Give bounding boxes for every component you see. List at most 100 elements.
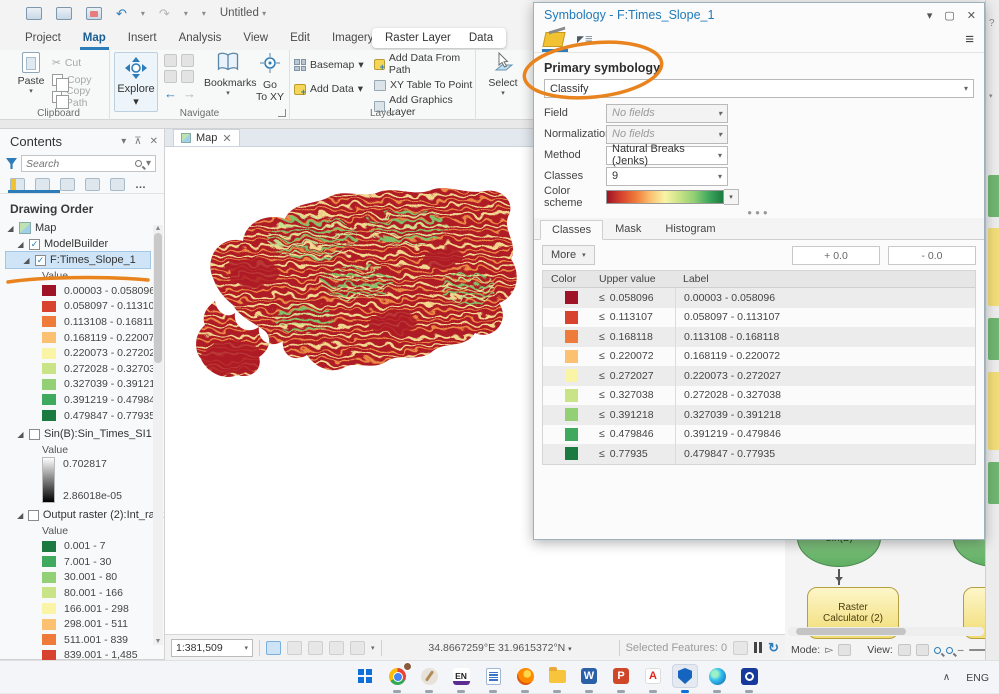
class-label[interactable]: 0.272028 - 0.327038 bbox=[675, 385, 975, 405]
filter-icon[interactable] bbox=[6, 158, 17, 169]
ribbon-tab[interactable]: Imagery bbox=[331, 32, 374, 44]
chrome-icon[interactable] bbox=[384, 662, 412, 688]
class-label[interactable]: 0.327039 - 0.391218 bbox=[675, 405, 975, 425]
upper-value-column-header[interactable]: Upper value bbox=[599, 273, 656, 285]
class-label[interactable]: 0.00003 - 0.058096 bbox=[675, 288, 975, 308]
zoom-out-icon[interactable] bbox=[945, 646, 953, 654]
ribbon-tab[interactable]: Insert bbox=[127, 32, 157, 44]
cut-button[interactable]: ✂ Cut bbox=[52, 56, 82, 69]
class-color-swatch[interactable] bbox=[564, 369, 578, 383]
class-row[interactable]: ≤0.168118 0.113108 - 0.168118 bbox=[543, 327, 975, 347]
search-icon[interactable] bbox=[134, 160, 142, 167]
class-color-swatch[interactable] bbox=[564, 330, 578, 344]
undo-button[interactable]: ↶ bbox=[116, 5, 127, 21]
data-source-view-icon[interactable] bbox=[35, 178, 50, 191]
add-graphics-layer-button[interactable]: Add Graphics Layer bbox=[374, 94, 474, 118]
field-select[interactable]: No fields ▾ bbox=[606, 103, 728, 123]
scrollbar-thumb[interactable] bbox=[154, 233, 162, 363]
contents-menu-chevron-icon[interactable]: ▾ bbox=[121, 135, 127, 147]
class-row[interactable]: ≤0.058096 0.00003 - 0.058096 bbox=[543, 288, 975, 308]
class-upper-value[interactable]: 0.220072 bbox=[609, 350, 654, 363]
class-row[interactable]: ≤0.327038 0.272028 - 0.327038 bbox=[543, 385, 975, 405]
layer-node-map[interactable]: ◢ Map bbox=[7, 222, 57, 234]
open-project-icon[interactable] bbox=[56, 6, 72, 20]
class-color-swatch[interactable] bbox=[564, 388, 578, 402]
class-color-swatch[interactable] bbox=[564, 291, 578, 305]
class-row[interactable]: ≤0.113107 0.058097 - 0.113107 bbox=[543, 307, 975, 327]
class-row[interactable]: ≤0.479846 0.391219 - 0.479846 bbox=[543, 424, 975, 444]
project-title[interactable]: Untitled ▾ bbox=[219, 7, 267, 19]
symbology-tab[interactable]: Mask bbox=[615, 223, 642, 235]
status-tools-chevron-icon[interactable]: ▾ bbox=[371, 644, 375, 652]
powerpoint-icon[interactable]: P bbox=[608, 664, 634, 688]
zoom-slider-minus[interactable]: – bbox=[957, 644, 964, 656]
class-label[interactable]: 0.220073 - 0.272027 bbox=[675, 366, 975, 386]
layer-node-sin[interactable]: ◢ Sin(B):Sin_Times_SI1 bbox=[17, 428, 152, 441]
redo-button[interactable]: ↷ bbox=[158, 5, 170, 21]
taskbar-overflow-chevron-icon[interactable]: ∧ bbox=[942, 672, 951, 683]
fixed-zoom-in-icon[interactable] bbox=[164, 70, 177, 83]
panel-splitter[interactable]: ●●● bbox=[747, 208, 771, 217]
class-row[interactable]: ≤0.77935 0.479847 - 0.77935 bbox=[543, 444, 975, 464]
back-extent-icon[interactable]: ← bbox=[164, 86, 177, 101]
drawing-order-view-icon[interactable] bbox=[10, 178, 25, 191]
class-label[interactable]: 0.113108 - 0.168118 bbox=[675, 327, 975, 347]
ribbon-tab[interactable]: Project bbox=[25, 32, 61, 44]
fixed-zoom-out-icon[interactable] bbox=[181, 70, 194, 83]
basemap-button[interactable]: Basemap ▾ bbox=[294, 56, 372, 74]
modelbuilder-hscrollbar[interactable] bbox=[788, 627, 984, 636]
contents-scrollbar[interactable]: ▲ ▼ bbox=[153, 225, 163, 645]
scale-select[interactable]: 1:381,509 ▾ bbox=[171, 638, 253, 657]
class-label[interactable]: 0.391219 - 0.479846 bbox=[675, 424, 975, 444]
full-extent-icon[interactable] bbox=[164, 54, 177, 67]
increase-values-button[interactable]: + 0.0 bbox=[792, 245, 880, 265]
slope-layer-checkbox[interactable]: ✓ bbox=[35, 254, 46, 266]
class-row[interactable]: ≤0.220072 0.168119 - 0.220072 bbox=[543, 346, 975, 366]
class-upper-value[interactable]: 0.272027 bbox=[609, 369, 654, 382]
class-label[interactable]: 0.168119 - 0.220072 bbox=[675, 346, 975, 366]
method-select[interactable]: Natural Breaks (Jenks) ▾ bbox=[606, 143, 728, 167]
map-canvas[interactable] bbox=[165, 147, 785, 634]
normalization-select[interactable]: No fields ▾ bbox=[606, 124, 728, 144]
symbology-tab[interactable]: Histogram bbox=[665, 223, 716, 235]
grid-toggle-icon[interactable] bbox=[287, 640, 302, 655]
zoom-in-icon[interactable] bbox=[933, 646, 941, 654]
layer-node-slope[interactable]: ◢ ✓ F:Times_Slope_1 bbox=[5, 251, 151, 269]
panel-collapse-chevron-icon[interactable]: ▾ bbox=[926, 9, 933, 22]
navigate-dialog-launcher-icon[interactable] bbox=[278, 109, 286, 117]
vary-symbology-tab-icon[interactable] bbox=[577, 31, 594, 47]
arcgis-pro-icon[interactable] bbox=[672, 664, 698, 688]
class-label[interactable]: 0.058097 - 0.113107 bbox=[675, 307, 975, 327]
modelbuilder-hscroll-thumb[interactable] bbox=[796, 628, 906, 635]
decrease-values-button[interactable]: - 0.0 bbox=[888, 245, 976, 265]
panel-close-icon[interactable]: ✕ bbox=[966, 9, 976, 22]
class-upper-value[interactable]: 0.168118 bbox=[609, 330, 653, 343]
more-views-icon[interactable]: … bbox=[135, 178, 146, 191]
ribbon-tab[interactable]: Edit bbox=[290, 32, 310, 44]
class-upper-value[interactable]: 0.327038 bbox=[609, 389, 654, 402]
customize-qat-icon[interactable]: ▾ bbox=[201, 8, 206, 18]
class-upper-value[interactable]: 0.77935 bbox=[609, 447, 648, 460]
copy-button[interactable]: Copy bbox=[52, 71, 109, 92]
copy-path-button[interactable]: Copy Path bbox=[52, 85, 109, 109]
class-color-swatch[interactable] bbox=[564, 447, 578, 461]
editing-view-icon[interactable] bbox=[85, 178, 100, 191]
north-arrow-icon[interactable] bbox=[350, 640, 365, 655]
xy-table-to-point-button[interactable]: XY Table To Point bbox=[374, 76, 474, 94]
pin-icon[interactable]: ⊼ bbox=[134, 135, 142, 147]
symbology-tab[interactable]: Classes bbox=[540, 220, 604, 240]
class-color-swatch[interactable] bbox=[564, 349, 578, 363]
language-indicator[interactable]: ENG bbox=[966, 671, 989, 684]
class-color-swatch[interactable] bbox=[564, 310, 578, 324]
explore-button[interactable]: Explore ▾ bbox=[114, 52, 158, 112]
add-data-from-path-button[interactable]: Add Data From Path bbox=[374, 52, 474, 76]
go-to-xy-button[interactable]: Go To XY bbox=[254, 52, 286, 103]
mode-select-cursor-icon[interactable]: ▻ bbox=[825, 644, 834, 656]
search-options-chevron-icon[interactable]: ▾ bbox=[145, 158, 151, 169]
select-button[interactable]: Select ▾ bbox=[482, 51, 524, 97]
class-row[interactable]: ≤0.391218 0.327039 - 0.391218 bbox=[543, 405, 975, 425]
output-layer-checkbox[interactable] bbox=[28, 509, 39, 521]
color-scheme-chevron-icon[interactable]: ▾ bbox=[724, 189, 739, 205]
redo-chevron-icon[interactable]: ▾ bbox=[183, 8, 188, 18]
save-project-icon[interactable] bbox=[86, 6, 102, 20]
